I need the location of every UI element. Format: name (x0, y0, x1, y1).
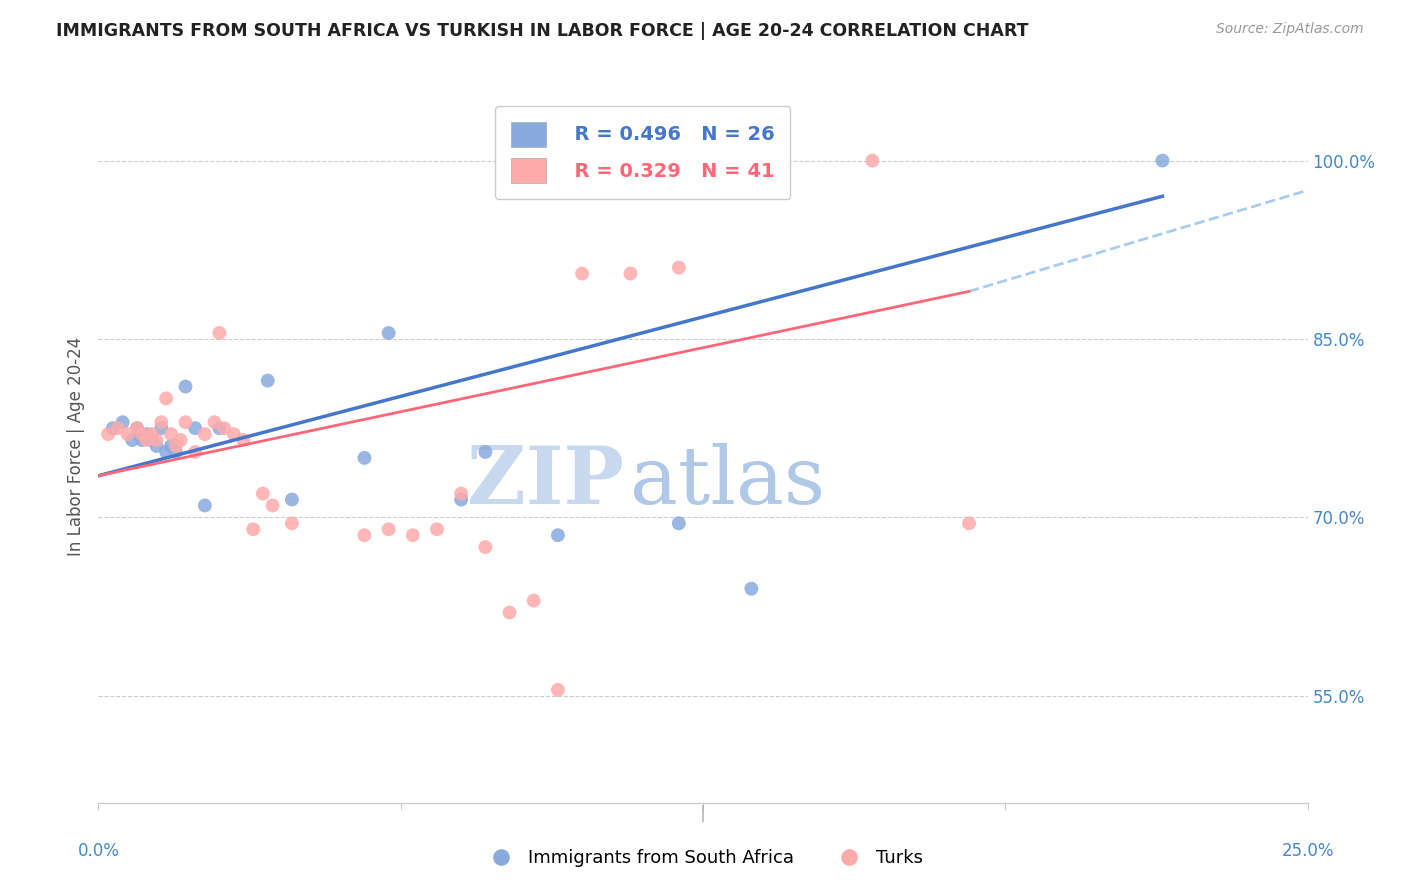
Text: 0.0%: 0.0% (77, 842, 120, 860)
Point (222, 427, 245, 442)
Point (145, 439, 167, 453)
Point (547, 682, 569, 697)
Text: Source: ZipAtlas.com: Source: ZipAtlas.com (1216, 22, 1364, 37)
Point (523, 593, 546, 607)
Point (957, 516, 980, 531)
Point (174, 379, 197, 393)
Point (141, 433, 163, 447)
Point (242, 522, 264, 536)
Point (145, 433, 167, 447)
Point (150, 415, 173, 429)
Point (232, 433, 254, 447)
Point (668, 260, 690, 275)
Point (208, 326, 231, 340)
Point (256, 374, 278, 388)
Point (212, 421, 235, 435)
Point (353, 528, 375, 542)
Point (353, 450, 375, 465)
Point (450, 486, 472, 500)
Point (204, 415, 226, 429)
Point (571, 267, 593, 281)
Point (619, 267, 641, 281)
Point (127, 421, 149, 435)
Point (184, 445, 207, 459)
Point (184, 421, 207, 435)
Point (498, 606, 520, 620)
Point (155, 445, 177, 459)
Point (208, 421, 231, 435)
Point (281, 492, 304, 507)
Point (474, 445, 496, 459)
Point (101, 421, 124, 435)
Point (252, 486, 274, 500)
Text: IMMIGRANTS FROM SOUTH AFRICA VS TURKISH IN LABOR FORCE | AGE 20-24 CORRELATION C: IMMIGRANTS FROM SOUTH AFRICA VS TURKISH … (56, 22, 1029, 40)
Point (194, 427, 217, 442)
Point (155, 392, 177, 406)
Point (131, 433, 153, 447)
Point (402, 528, 425, 542)
Text: atlas: atlas (630, 442, 825, 521)
Point (740, 582, 762, 596)
Point (860, 153, 883, 168)
Point (141, 427, 163, 442)
Point (165, 445, 187, 459)
Point (131, 427, 153, 442)
Point (1152, 153, 1174, 168)
Point (135, 427, 157, 442)
Text: 25.0%: 25.0% (1281, 842, 1334, 860)
Point (262, 499, 284, 513)
Point (165, 439, 187, 453)
Point (174, 415, 197, 429)
Point (160, 439, 183, 453)
Point (135, 433, 157, 447)
Point (127, 421, 149, 435)
Point (194, 499, 217, 513)
Point (107, 421, 129, 435)
Point (474, 540, 496, 554)
Point (377, 326, 399, 340)
Point (716, 153, 738, 168)
Point (426, 522, 449, 536)
Point (169, 433, 191, 447)
Point (160, 427, 183, 442)
Point (117, 427, 139, 442)
Point (150, 421, 173, 435)
Point (547, 528, 569, 542)
Point (765, 153, 787, 168)
Y-axis label: In Labor Force | Age 20-24: In Labor Force | Age 20-24 (66, 336, 84, 556)
Point (111, 415, 134, 429)
Legend: Immigrants from South Africa, Turks: Immigrants from South Africa, Turks (477, 842, 929, 874)
Point (668, 516, 690, 531)
Point (377, 522, 399, 536)
Legend:   R = 0.496   N = 26,   R = 0.329   N = 41: R = 0.496 N = 26, R = 0.329 N = 41 (495, 106, 790, 199)
Point (450, 492, 472, 507)
Text: ZIP: ZIP (467, 442, 624, 521)
Point (121, 433, 143, 447)
Point (97, 427, 120, 442)
Point (281, 516, 304, 531)
